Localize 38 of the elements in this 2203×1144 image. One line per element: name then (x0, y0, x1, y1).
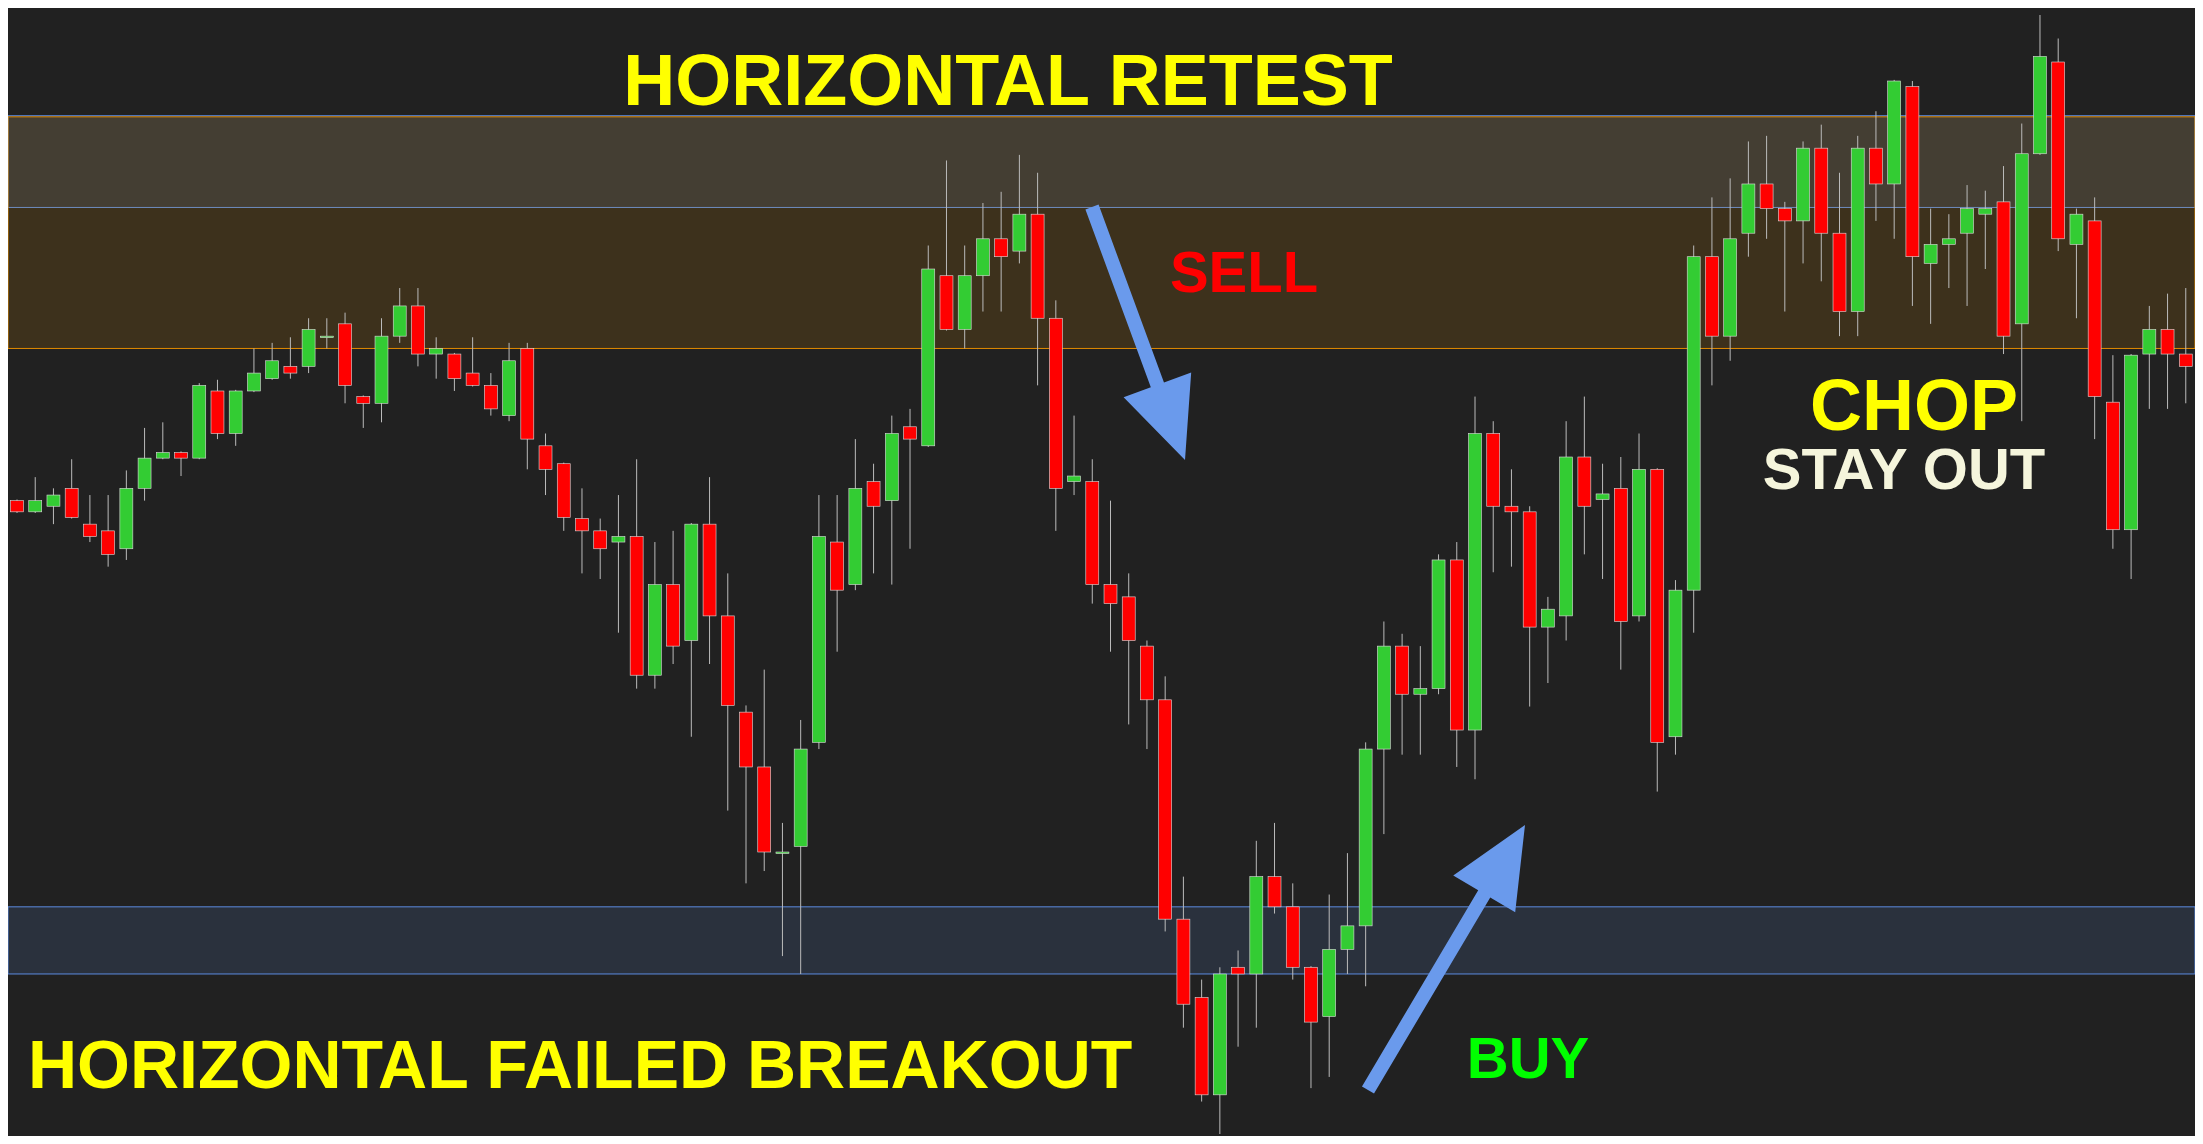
candlestick (429, 336, 443, 380)
candlestick (1595, 463, 1610, 580)
candlestick (28, 476, 43, 514)
annotation: HORIZONTAL FAILED BREAKOUT (28, 1026, 1133, 1102)
candlestick (174, 450, 188, 477)
candlestick (484, 372, 498, 417)
candlestick (283, 336, 298, 380)
candlestick (465, 336, 480, 388)
candlestick (265, 342, 279, 381)
candlestick (1067, 415, 1081, 496)
candlestick (775, 822, 790, 957)
candlestick (593, 518, 607, 580)
candlestick (1103, 500, 1118, 653)
annotation: BUY (1466, 1025, 1590, 1090)
candlestick (2178, 287, 2193, 404)
candlestick (994, 191, 1008, 313)
candlestick (1978, 190, 1993, 270)
candlestick (247, 347, 261, 393)
candlestick (1541, 596, 1555, 684)
candlestick (1923, 208, 1938, 325)
candlestick (46, 487, 61, 525)
candlestick (156, 421, 170, 460)
candlestick (1231, 949, 1245, 1048)
candlestick (903, 408, 917, 550)
candlestick (83, 494, 97, 543)
candlestick (320, 317, 334, 349)
candlestick (611, 494, 626, 634)
candlestick (101, 494, 115, 568)
candlestick (1340, 852, 1355, 975)
candlestick (1778, 201, 1792, 313)
candlestick (1942, 213, 1956, 289)
candlestick (356, 394, 371, 429)
candlestick (1413, 645, 1428, 756)
candlestick (538, 433, 553, 496)
annotation: SELL (1169, 239, 1319, 304)
candlestick (1504, 468, 1519, 568)
annotation: HORIZONTAL RETEST (623, 40, 1393, 120)
candlestick (575, 487, 589, 574)
